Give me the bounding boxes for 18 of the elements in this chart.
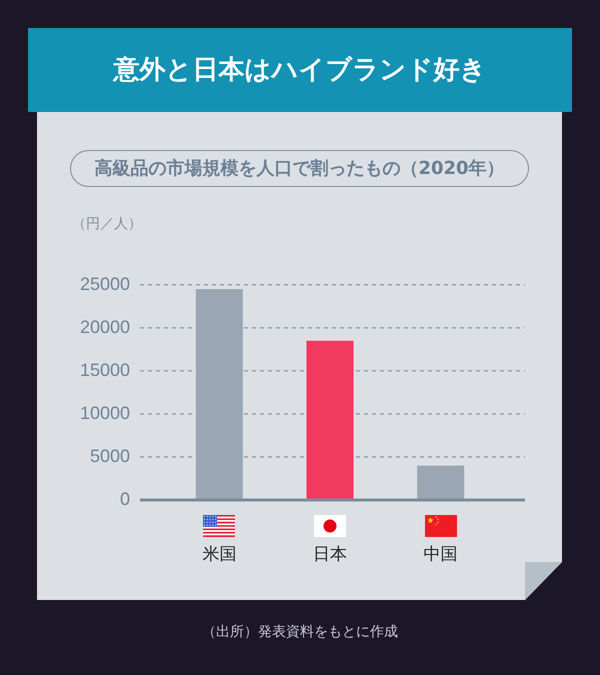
y-tick-label: 5000 <box>90 446 130 466</box>
x-tick-label: 中国 <box>424 544 458 565</box>
chart-subtitle: 高級品の市場規模を人口で割ったもの（2020年） <box>94 158 505 180</box>
y-tick-label: 20000 <box>80 316 130 337</box>
text: （出所）発表資料をもとに作成 <box>201 623 399 642</box>
y-tick-label: 0 <box>120 488 130 509</box>
pill-outline: 高級品の市場規模を人口で割ったもの（2020年） <box>70 150 529 187</box>
bar <box>417 466 464 500</box>
y-tick-label: 15000 <box>80 360 130 380</box>
y-axis-title: （円／人） <box>72 215 142 233</box>
bar <box>196 289 243 500</box>
x-tick-label: 米国 <box>202 544 236 565</box>
bar <box>306 340 354 500</box>
x-tick-label: 日本 <box>313 544 347 565</box>
title-banner: 意外と日本はハイブランド好き <box>28 28 572 112</box>
y-tick-label: 10000 <box>80 402 130 423</box>
y-tick-label: 25000 <box>80 274 130 294</box>
chart-title: 意外と日本はハイブランド好き <box>114 54 486 86</box>
